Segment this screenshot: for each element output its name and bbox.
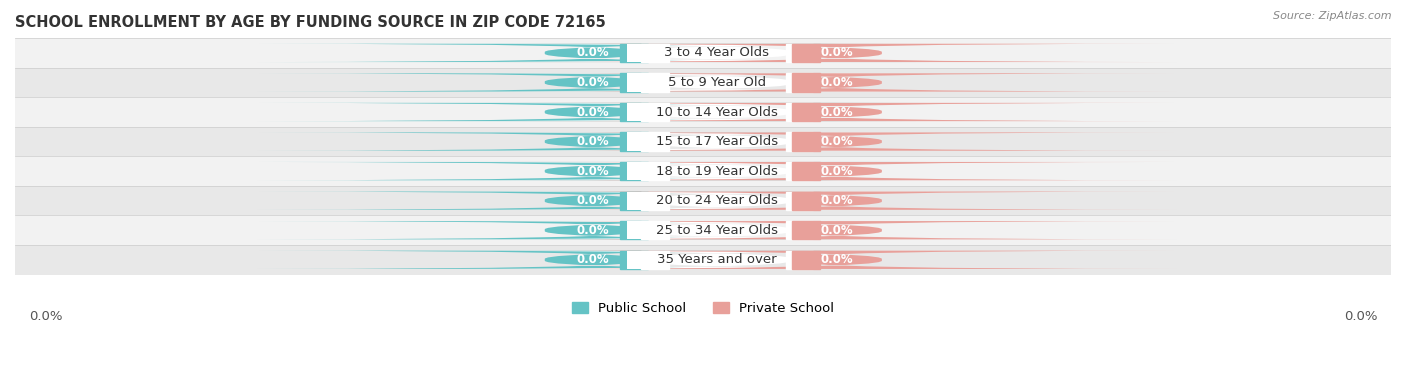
FancyBboxPatch shape	[409, 103, 1025, 121]
Text: 0.0%: 0.0%	[576, 224, 609, 237]
FancyBboxPatch shape	[257, 192, 929, 210]
Text: 0.0%: 0.0%	[576, 106, 609, 118]
Text: 0.0%: 0.0%	[821, 46, 853, 60]
Text: 0.0%: 0.0%	[821, 165, 853, 178]
Bar	[641, 221, 669, 239]
Bar	[620, 103, 648, 121]
Text: 0.0%: 0.0%	[1344, 310, 1378, 323]
Bar	[620, 73, 648, 92]
Text: 0.0%: 0.0%	[576, 135, 609, 148]
FancyBboxPatch shape	[498, 44, 1177, 62]
Bar	[620, 251, 648, 269]
FancyBboxPatch shape	[257, 132, 929, 151]
Text: 0.0%: 0.0%	[576, 46, 609, 60]
Bar	[786, 192, 813, 210]
Bar	[620, 132, 648, 151]
FancyBboxPatch shape	[498, 251, 1177, 269]
Text: 0.0%: 0.0%	[821, 76, 853, 89]
Text: Source: ZipAtlas.com: Source: ZipAtlas.com	[1274, 11, 1392, 21]
FancyBboxPatch shape	[257, 221, 929, 239]
FancyBboxPatch shape	[409, 132, 1025, 151]
Bar	[793, 103, 820, 121]
Text: 0.0%: 0.0%	[576, 194, 609, 207]
FancyBboxPatch shape	[498, 162, 1177, 180]
Bar	[786, 132, 813, 151]
Bar	[786, 162, 813, 180]
Bar	[793, 162, 820, 180]
FancyBboxPatch shape	[409, 221, 1025, 239]
FancyBboxPatch shape	[498, 103, 1177, 121]
Bar	[620, 44, 648, 62]
Bar	[641, 192, 669, 210]
Bar	[641, 44, 669, 62]
Text: SCHOOL ENROLLMENT BY AGE BY FUNDING SOURCE IN ZIP CODE 72165: SCHOOL ENROLLMENT BY AGE BY FUNDING SOUR…	[15, 15, 606, 30]
Text: 0.0%: 0.0%	[821, 253, 853, 266]
Bar	[793, 73, 820, 92]
Bar	[641, 251, 669, 269]
Bar	[793, 44, 820, 62]
Text: 18 to 19 Year Olds: 18 to 19 Year Olds	[655, 165, 778, 178]
Bar	[793, 132, 820, 151]
Text: 0.0%: 0.0%	[28, 310, 62, 323]
Text: 0.0%: 0.0%	[576, 165, 609, 178]
Bar	[641, 103, 669, 121]
Text: 35 Years and over: 35 Years and over	[657, 253, 776, 266]
Text: 0.0%: 0.0%	[576, 253, 609, 266]
FancyBboxPatch shape	[15, 186, 1391, 216]
Text: 0.0%: 0.0%	[821, 135, 853, 148]
Bar	[793, 221, 820, 239]
FancyBboxPatch shape	[15, 156, 1391, 186]
FancyBboxPatch shape	[257, 44, 929, 62]
Text: 10 to 14 Year Olds: 10 to 14 Year Olds	[655, 106, 778, 118]
FancyBboxPatch shape	[409, 192, 1025, 210]
Text: 0.0%: 0.0%	[821, 106, 853, 118]
Bar	[793, 251, 820, 269]
FancyBboxPatch shape	[257, 73, 929, 92]
Text: 0.0%: 0.0%	[576, 76, 609, 89]
Text: 25 to 34 Year Olds: 25 to 34 Year Olds	[655, 224, 778, 237]
Bar	[793, 192, 820, 210]
FancyBboxPatch shape	[498, 221, 1177, 239]
Bar	[641, 132, 669, 151]
Bar	[786, 44, 813, 62]
Text: 15 to 17 Year Olds: 15 to 17 Year Olds	[655, 135, 778, 148]
FancyBboxPatch shape	[15, 38, 1391, 67]
FancyBboxPatch shape	[409, 44, 1025, 62]
FancyBboxPatch shape	[15, 127, 1391, 156]
Bar	[641, 162, 669, 180]
Bar	[786, 103, 813, 121]
Text: 3 to 4 Year Olds: 3 to 4 Year Olds	[664, 46, 769, 60]
Legend: Public School, Private School: Public School, Private School	[567, 296, 839, 320]
Bar	[620, 162, 648, 180]
FancyBboxPatch shape	[15, 67, 1391, 97]
Bar	[786, 73, 813, 92]
Bar	[641, 73, 669, 92]
FancyBboxPatch shape	[498, 192, 1177, 210]
Text: 0.0%: 0.0%	[821, 194, 853, 207]
FancyBboxPatch shape	[409, 251, 1025, 269]
FancyBboxPatch shape	[498, 132, 1177, 151]
Text: 5 to 9 Year Old: 5 to 9 Year Old	[668, 76, 766, 89]
FancyBboxPatch shape	[257, 251, 929, 269]
FancyBboxPatch shape	[409, 73, 1025, 92]
FancyBboxPatch shape	[409, 162, 1025, 180]
Bar	[620, 192, 648, 210]
FancyBboxPatch shape	[257, 103, 929, 121]
Bar	[620, 221, 648, 239]
FancyBboxPatch shape	[15, 216, 1391, 245]
FancyBboxPatch shape	[498, 73, 1177, 92]
FancyBboxPatch shape	[15, 97, 1391, 127]
Bar	[786, 221, 813, 239]
FancyBboxPatch shape	[257, 162, 929, 180]
Text: 20 to 24 Year Olds: 20 to 24 Year Olds	[655, 194, 778, 207]
FancyBboxPatch shape	[15, 245, 1391, 274]
Bar	[786, 251, 813, 269]
Text: 0.0%: 0.0%	[821, 224, 853, 237]
